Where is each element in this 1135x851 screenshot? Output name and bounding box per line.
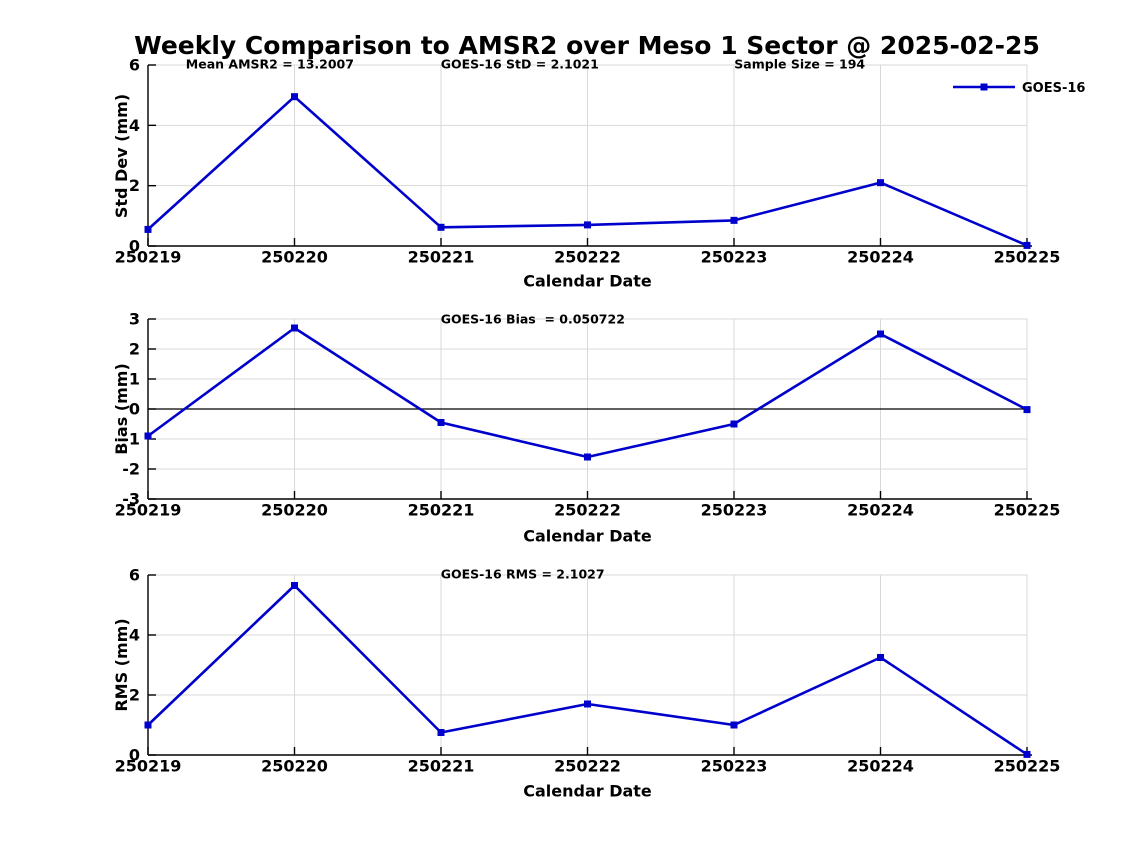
data-point-marker xyxy=(437,223,445,231)
data-point-marker xyxy=(584,221,591,229)
data-point-marker xyxy=(437,419,445,426)
x-tick-label: 250219 xyxy=(115,757,182,776)
x-tick-label: 250222 xyxy=(554,757,621,776)
data-point-marker xyxy=(730,420,738,428)
x-axis-label-rms: Calendar Date xyxy=(523,782,652,801)
y-tick-label: 2 xyxy=(129,686,140,705)
y-tick-label: 2 xyxy=(129,176,140,195)
data-point-marker xyxy=(1023,406,1031,414)
data-point-marker xyxy=(877,179,884,187)
data-point-marker xyxy=(877,654,884,661)
y-tick-label: 6 xyxy=(129,566,140,585)
y-tick-label: 0 xyxy=(129,746,140,765)
subplot-rms: 250219 250220 250221 250222 250223 250224 2502… xyxy=(112,566,1060,801)
annotation-text: Mean AMSR2 = 13.2007 xyxy=(186,57,354,72)
x-tick-label: 250222 xyxy=(554,501,621,520)
x-tick-label: 250224 xyxy=(847,757,914,776)
annotation-text: Sample Size = 194 xyxy=(734,57,865,72)
y-tick-label: 0 xyxy=(129,237,140,256)
data-point-marker xyxy=(144,432,152,440)
y-tick-label: 3 xyxy=(129,310,140,329)
data-point-marker xyxy=(584,700,591,708)
x-tick-label: 250225 xyxy=(994,757,1061,776)
annotation-text: GOES-16 StD = 2.1021 xyxy=(441,57,599,72)
plot-layer-bias: 250219 250220 250221 250222 250223 250224 2502… xyxy=(115,310,1061,520)
x-tick-label: 250225 xyxy=(994,501,1061,520)
data-point-marker xyxy=(584,453,591,461)
annotation-text: GOES-16 RMS = 2.1027 xyxy=(441,567,605,582)
data-point-marker xyxy=(730,721,738,729)
y-axis-label-rms: RMS (mm) xyxy=(112,618,131,711)
data-point-marker xyxy=(291,93,298,101)
y-tick-label: -1 xyxy=(122,430,140,449)
y-tick-label: 1 xyxy=(129,370,140,389)
y-tick-label: 0 xyxy=(129,400,140,419)
data-point-marker xyxy=(730,216,738,224)
x-tick-label: 250220 xyxy=(261,501,328,520)
x-tick-label: 250220 xyxy=(261,757,328,776)
data-point-marker xyxy=(1023,241,1031,249)
legend-label: GOES-16 xyxy=(1022,81,1085,96)
x-tick-label: 250225 xyxy=(994,248,1061,267)
annotation-text: GOES-16 Bias = 0.050722 xyxy=(441,312,625,327)
x-tick-label: 250221 xyxy=(408,501,475,520)
data-point-marker xyxy=(1023,750,1031,758)
x-tick-label: 250223 xyxy=(701,248,768,267)
y-axis-label-bias: Bias (mm) xyxy=(112,363,131,455)
x-tick-label: 250224 xyxy=(847,501,914,520)
data-point-marker xyxy=(144,721,152,729)
y-tick-label: -3 xyxy=(122,490,140,509)
x-tick-label: 250219 xyxy=(115,248,182,267)
data-point-marker xyxy=(437,729,445,736)
subplot-std-dev: 250219 250220 250221 250222 250223 250224 2502… xyxy=(112,56,1085,291)
x-tick-label: 250220 xyxy=(261,248,328,267)
data-point-marker xyxy=(144,225,152,233)
x-tick-label: 250223 xyxy=(701,501,768,520)
x-axis-label-bias: Calendar Date xyxy=(523,527,652,546)
y-tick-label: 2 xyxy=(129,340,140,359)
y-tick-label: -2 xyxy=(122,460,140,479)
x-axis-label-std-dev: Calendar Date xyxy=(523,272,652,291)
plot-layer-std-dev: 250219 250220 250221 250222 250223 250224 2502… xyxy=(115,56,1061,267)
x-tick-label: 250221 xyxy=(408,248,475,267)
plot-layer-rms: 250219 250220 250221 250222 250223 250224 2502… xyxy=(115,566,1061,776)
x-tick-label: 250219 xyxy=(115,501,182,520)
y-axis-label-std-dev: Std Dev (mm) xyxy=(112,94,131,218)
data-point-marker xyxy=(291,324,298,332)
data-point-marker xyxy=(877,330,884,338)
x-tick-label: 250222 xyxy=(554,248,621,267)
y-tick-label: 4 xyxy=(129,626,140,645)
legend-marker-icon xyxy=(980,83,988,91)
y-tick-label: 6 xyxy=(129,56,140,75)
data-point-marker xyxy=(291,582,298,589)
subplot-bias: 250219 250220 250221 250222 250223 250224 2502… xyxy=(112,310,1060,546)
x-tick-label: 250224 xyxy=(847,248,914,267)
x-tick-label: 250223 xyxy=(701,757,768,776)
legend: GOES-16 xyxy=(953,81,1085,96)
y-tick-label: 4 xyxy=(129,116,140,135)
x-tick-label: 250221 xyxy=(408,757,475,776)
chart-title: Weekly Comparison to AMSR2 over Meso 1 S… xyxy=(134,31,1040,60)
